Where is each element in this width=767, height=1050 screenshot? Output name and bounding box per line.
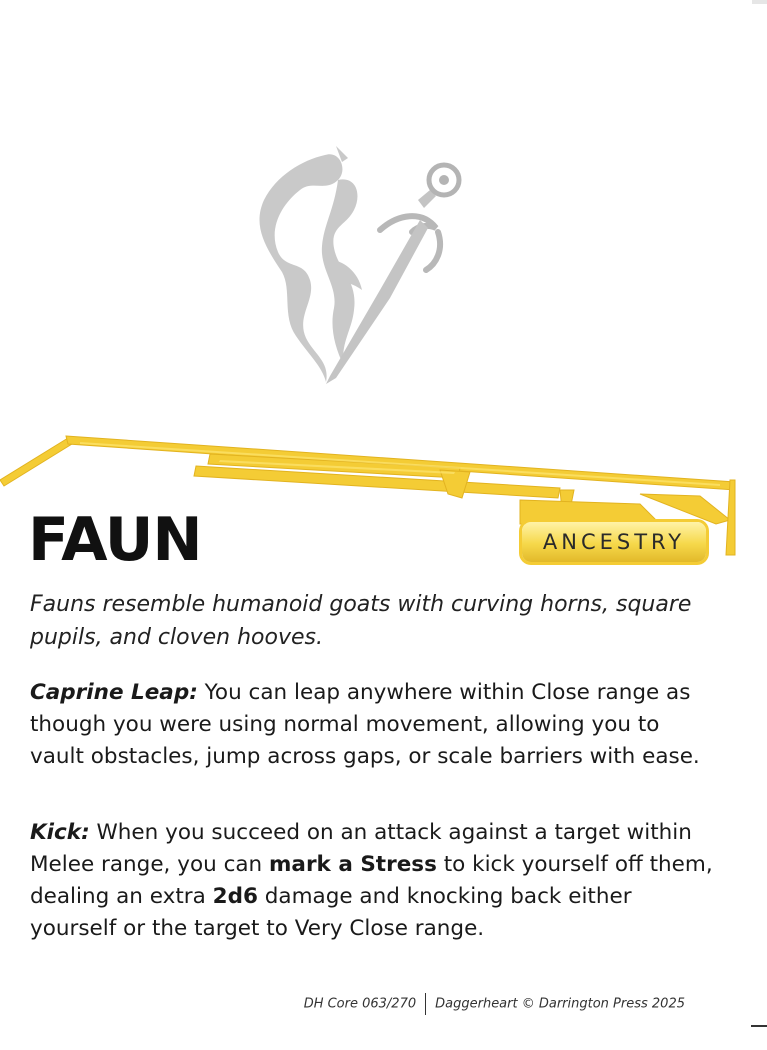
feature-name: Kick: — [30, 820, 90, 845]
feature-highlight: mark a Stress — [269, 852, 437, 877]
feature-text: When you succeed on an attack against a … — [30, 820, 692, 877]
feature-caprine-leap: Caprine Leap: You can leap anywhere with… — [30, 677, 720, 773]
feature-text: to kick yourself off them, dealing an ex… — [30, 852, 713, 909]
card-footer: DH Core 063/270 Daggerheart © Darrington … — [0, 993, 685, 1015]
card-title: FAUN — [28, 505, 203, 575]
feature-name: Caprine Leap: — [30, 680, 198, 705]
footer-divider — [425, 993, 427, 1015]
feature-highlight: 2d6 — [212, 884, 258, 909]
card-code: DH Core 063/270 — [303, 996, 417, 1012]
faun-emblem-icon — [259, 146, 462, 384]
card-description: Fauns resemble humanoid goats with curvi… — [30, 592, 692, 650]
feature-kick: Kick: When you succeed on an attack agai… — [30, 817, 720, 945]
page-corner-mark — [751, 1025, 767, 1027]
ancestry-label: ANCESTRY — [542, 530, 686, 554]
page-corner-mark — [752, 0, 767, 4]
feature-text: damage and knocking back either yourself… — [30, 884, 632, 941]
gold-frame-border — [0, 435, 736, 556]
copyright: Daggerheart © Darrington Press 2025 — [435, 996, 685, 1012]
ancestry-badge: ANCESTRY — [522, 522, 706, 562]
feature-text: You can leap anywhere within Close range… — [30, 680, 700, 769]
